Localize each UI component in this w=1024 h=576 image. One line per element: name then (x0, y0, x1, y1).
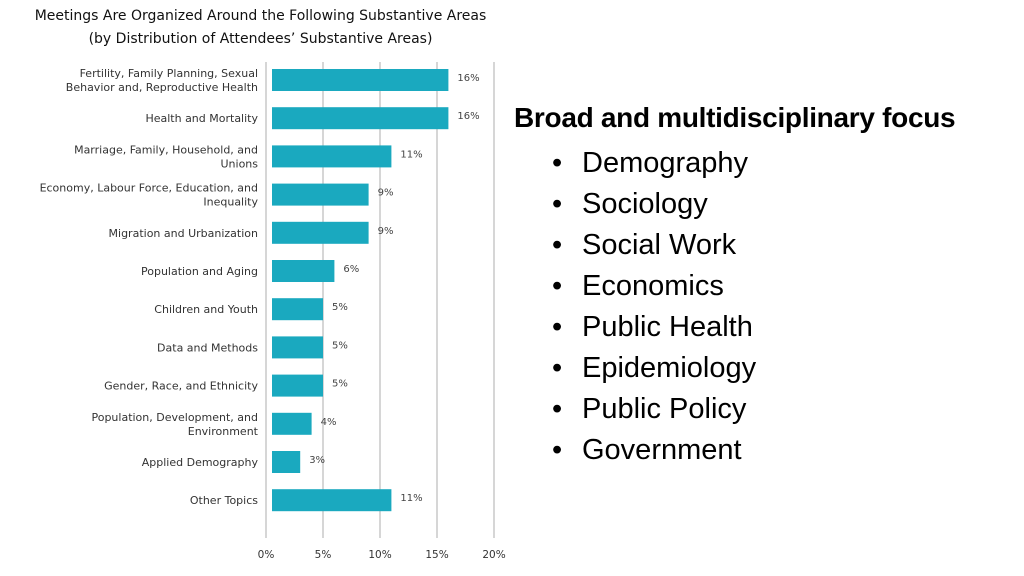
bar (272, 298, 323, 321)
bar (272, 412, 312, 435)
value-label: 11% (400, 149, 422, 160)
value-label: 4% (321, 417, 337, 428)
x-tick-label: 10% (368, 549, 391, 561)
discipline-label: Economics (582, 270, 724, 302)
value-label: 9% (378, 188, 394, 199)
value-label: 5% (332, 379, 348, 390)
bar (272, 221, 369, 244)
x-tick-label: 15% (425, 549, 448, 561)
x-tick-label: 0% (258, 549, 275, 561)
discipline-label: Public Policy (582, 393, 747, 425)
discipline-label: Epidemiology (582, 352, 757, 384)
category-label: Inequality (203, 196, 258, 209)
category-label: Applied Demography (142, 456, 259, 469)
category-label: Environment (188, 425, 259, 438)
category-label: Migration and Urbanization (109, 227, 258, 240)
bar (272, 489, 392, 512)
discipline-item: • Sociology (552, 184, 756, 225)
category-label: Behavior and, Reproductive Health (66, 81, 258, 94)
bullet-icon: • (552, 229, 563, 261)
bar (272, 145, 392, 168)
category-label: Data and Methods (157, 341, 258, 354)
bar (272, 107, 449, 130)
chart-title-line-1: Meetings Are Organized Around the Follow… (34, 8, 487, 24)
discipline-label: Demography (582, 147, 749, 179)
category-label: Economy, Labour Force, Education, and (40, 182, 258, 195)
x-tick-label: 20% (482, 549, 505, 561)
discipline-item: • Government (552, 430, 756, 471)
bar-chart: 0% 5% 10% 15% 20% 16% Fertility, Family Planni… (40, 62, 506, 561)
value-label: 9% (378, 226, 394, 237)
bullet-icon: • (552, 393, 563, 425)
x-tick-label: 5% (315, 549, 332, 561)
discipline-item: • Demography (552, 143, 756, 184)
discipline-item: • Public Policy (552, 389, 756, 430)
value-label: 16% (457, 73, 479, 84)
discipline-label: Public Health (582, 311, 753, 343)
discipline-item: • Economics (552, 266, 756, 307)
discipline-label: Government (582, 434, 742, 466)
chart-title-line-2: (by Distribution of Attendees’ Substanti… (88, 31, 433, 47)
category-label: Health and Mortality (145, 112, 258, 125)
bullet-icon: • (552, 188, 563, 220)
bar (272, 260, 335, 282)
bar (272, 336, 323, 359)
bar (272, 69, 449, 91)
category-label: Marriage, Family, Household, and (74, 143, 258, 156)
category-label: Gender, Race, and Ethnicity (104, 380, 258, 393)
bullet-icon: • (552, 352, 563, 384)
value-label: 6% (343, 264, 359, 275)
value-label: 16% (457, 111, 479, 122)
focus-heading: Broad and multidisciplinary focus (514, 102, 956, 133)
discipline-label: Social Work (582, 229, 737, 261)
bullet-icon: • (552, 434, 563, 466)
bar (272, 451, 301, 473)
category-label: Children and Youth (154, 303, 258, 316)
value-label: 3% (309, 455, 325, 466)
chart-title: Meetings Are Organized Around the Follow… (0, 5, 521, 51)
bullet-icon: • (552, 147, 563, 179)
discipline-list: • Demography • Sociology • Social Work • Econom… (552, 143, 756, 471)
discipline-item: • Social Work (552, 225, 756, 266)
value-label: 5% (332, 302, 348, 313)
bar (272, 374, 323, 397)
bullet-icon: • (552, 311, 563, 343)
category-label: Unions (220, 157, 258, 170)
category-label: Other Topics (190, 494, 258, 507)
category-label: Population, Development, and (91, 411, 258, 424)
discipline-item: • Epidemiology (552, 348, 756, 389)
category-label: Fertility, Family Planning, Sexual (80, 67, 258, 80)
category-label: Population and Aging (141, 265, 258, 278)
bar (272, 183, 369, 206)
bullet-icon: • (552, 270, 563, 302)
discipline-label: Sociology (582, 188, 708, 220)
discipline-item: • Public Health (552, 307, 756, 348)
value-label: 5% (332, 340, 348, 351)
value-label: 11% (400, 493, 422, 504)
